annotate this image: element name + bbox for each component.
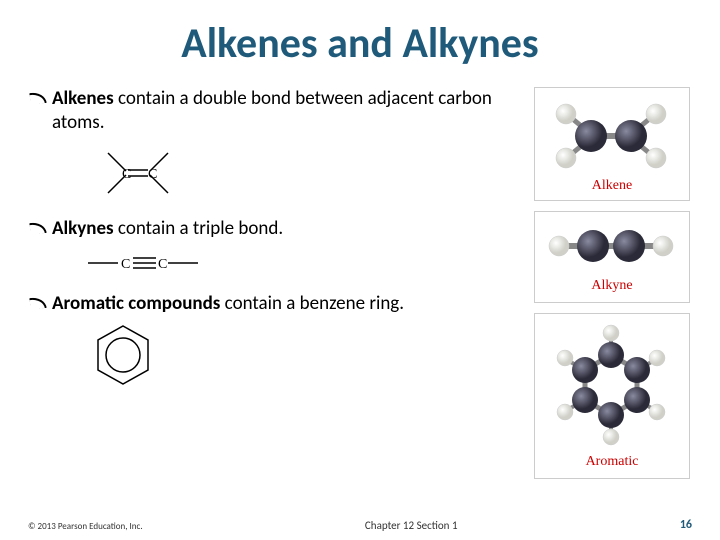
bullet-rest-aromatic: contain a benzene ring. bbox=[220, 292, 404, 315]
bullet-aromatic: Aromatic compounds contain a benzene rin… bbox=[28, 292, 520, 390]
content-area: Alkenes contain a double bond between ad… bbox=[28, 87, 692, 479]
bullet-text-alkenes: Alkenes contain a double bond between ad… bbox=[28, 87, 520, 135]
bullet-rest-alkynes: contain a triple bond. bbox=[114, 217, 283, 240]
double-bond-diagram: C C bbox=[78, 143, 520, 203]
bullet-alkynes: Alkynes contain a triple bond. C C bbox=[28, 217, 520, 279]
chapter-text: Chapter 12 Section 1 bbox=[143, 519, 680, 532]
right-column: Alkene Alkyne bbox=[532, 87, 692, 479]
alkene-model-card: Alkene bbox=[534, 87, 690, 201]
slide-title: Alkenes and Alkynes bbox=[28, 18, 692, 69]
bullet-bold-aromatic: Aromatic compounds bbox=[52, 292, 220, 315]
benzene-diagram bbox=[88, 320, 520, 390]
left-column: Alkenes contain a double bond between ad… bbox=[28, 87, 524, 479]
alkyne-model-icon bbox=[541, 218, 681, 274]
svg-text:C: C bbox=[158, 257, 167, 272]
bullet-alkenes: Alkenes contain a double bond between ad… bbox=[28, 87, 520, 203]
triple-bond-diagram: C C bbox=[78, 248, 520, 278]
alkene-model-icon bbox=[541, 94, 681, 174]
footer: © 2013 Pearson Education, Inc. Chapter 1… bbox=[28, 518, 692, 532]
aromatic-model-card: Aromatic bbox=[534, 313, 690, 479]
svg-text:C: C bbox=[122, 167, 131, 182]
benzene-svg bbox=[88, 320, 158, 390]
copyright-text: © 2013 Pearson Education, Inc. bbox=[28, 521, 143, 532]
svg-text:C: C bbox=[121, 257, 130, 272]
triple-bond-svg: C C bbox=[78, 248, 208, 278]
alkyne-model-card: Alkyne bbox=[534, 211, 690, 303]
double-bond-svg: C C bbox=[78, 143, 198, 203]
alkyne-model-label: Alkyne bbox=[541, 278, 683, 294]
bullet-bold-alkynes: Alkynes bbox=[52, 217, 114, 240]
alkene-model-label: Alkene bbox=[541, 178, 683, 194]
slide: Alkenes and Alkynes Alkenes contain a do… bbox=[0, 0, 720, 540]
aromatic-model-label: Aromatic bbox=[541, 454, 683, 470]
aromatic-model-icon bbox=[541, 320, 681, 450]
bullet-text-aromatic: Aromatic compounds contain a benzene rin… bbox=[28, 292, 520, 316]
page-number: 16 bbox=[680, 518, 692, 532]
bullet-text-alkynes: Alkynes contain a triple bond. bbox=[28, 217, 520, 241]
svg-text:C: C bbox=[148, 167, 157, 182]
bullet-bold-alkenes: Alkenes bbox=[52, 87, 114, 110]
bullet-rest-alkenes: contain a double bond between adjacent c… bbox=[52, 87, 492, 134]
